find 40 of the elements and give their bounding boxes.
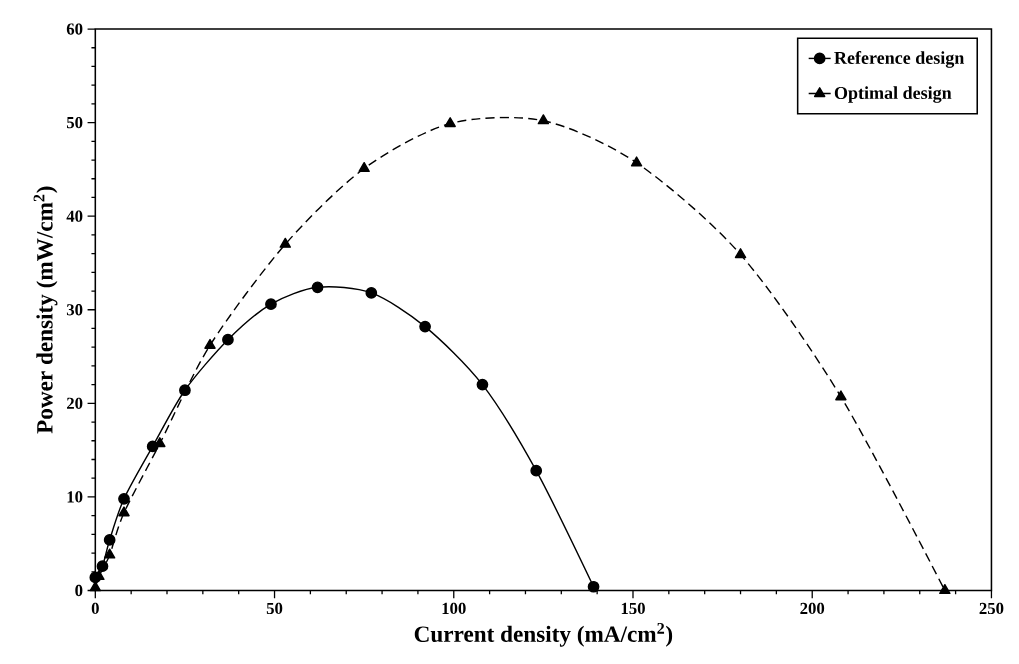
x-tick-label: 200 [800,602,825,615]
legend-label: Reference design [834,51,965,68]
x-tick-label: 50 [266,602,283,615]
x-tick-label: 100 [442,602,466,615]
point [365,287,378,299]
y-tick-label: 60 [66,23,83,35]
point [734,248,747,259]
y-tick-label: 40 [66,210,83,222]
y-axis-title: Power density (mW/cm$^{2}$) [33,186,58,434]
point [419,320,431,333]
point [279,237,292,248]
point [476,378,489,391]
point [118,493,130,505]
point [939,584,951,595]
point [835,390,847,401]
point [118,506,130,517]
y-tick-label: 20 [66,397,83,410]
y-tick-label: 0 [75,584,83,597]
point [358,162,370,173]
y-tick-label: 30 [66,304,83,316]
point [444,117,456,128]
y-tick-label: 10 [67,491,83,503]
point [103,534,116,546]
point [179,384,191,397]
x-tick-label: 0 [91,602,99,615]
point [96,560,109,573]
legend-label: Optimal design [834,86,952,103]
point [311,281,324,294]
point [630,156,643,167]
point [103,548,116,559]
y-tick-label: 50 [66,117,83,129]
point [587,580,600,593]
x-axis-title: Current density (mA/cm$^{2}$) [414,623,673,647]
x-tick-label: 150 [621,602,645,615]
x-tick-label: 250 [979,602,1004,615]
point [265,298,277,311]
point [537,114,550,125]
point [204,338,216,350]
point [222,333,234,346]
point [530,464,543,477]
